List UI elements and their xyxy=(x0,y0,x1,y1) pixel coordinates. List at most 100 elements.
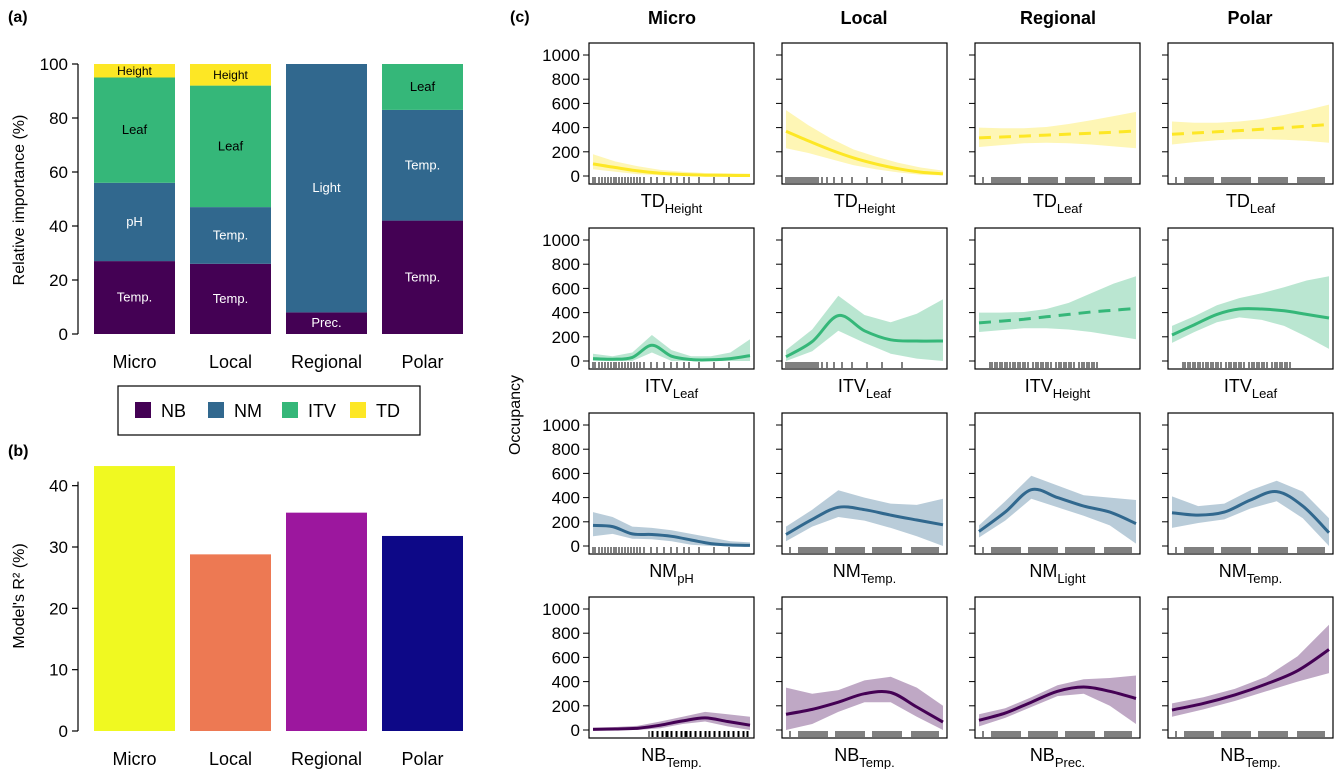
x-label-main: TD xyxy=(834,191,858,211)
confidence-ribbon xyxy=(593,335,750,361)
panel-a-ylabel: Relative importance (%) xyxy=(11,115,28,286)
ytick-label: 600 xyxy=(552,648,580,667)
x-axis-label: NBTemp. xyxy=(834,745,894,769)
x-label-main: NB xyxy=(641,745,666,765)
panel-frame xyxy=(974,412,1141,555)
fitted-curve xyxy=(1171,307,1330,337)
legend-swatch-nm xyxy=(208,402,224,418)
ytick-label: 400 xyxy=(552,489,580,508)
panel-frame xyxy=(974,42,1141,185)
category-label: Polar xyxy=(401,352,443,372)
category-label: Polar xyxy=(401,749,443,769)
legend-label-td: TD xyxy=(376,401,400,421)
x-label-sub: Leaf xyxy=(866,386,892,401)
x-label-main: ITV xyxy=(1224,376,1252,396)
curve-panel-r1c2: ITVHeight xyxy=(969,227,1141,401)
ytick-label: 400 xyxy=(552,673,580,692)
ytick-label: 600 xyxy=(552,94,580,113)
panel-b-ytick-label: 30 xyxy=(49,538,68,557)
confidence-ribbon xyxy=(786,295,943,361)
x-label-sub: pH xyxy=(677,571,694,586)
panel-frame xyxy=(588,412,755,555)
x-label-sub: Temp. xyxy=(666,755,701,769)
confidence-ribbon xyxy=(1172,624,1329,717)
segment-label: Temp. xyxy=(405,157,440,172)
ytick-label: 800 xyxy=(552,255,580,274)
r2-bar-regional xyxy=(286,512,367,731)
x-label-main: NB xyxy=(1220,745,1245,765)
segment-label: Temp. xyxy=(405,269,440,284)
fitted-curve xyxy=(978,487,1137,533)
ytick-label: 1000 xyxy=(542,46,580,65)
ytick-label: 800 xyxy=(552,624,580,643)
x-axis-label: TDHeight xyxy=(641,191,703,216)
r2-bar-polar xyxy=(382,535,463,731)
x-axis-label: NMpH xyxy=(649,561,694,586)
x-label-sub: Leaf xyxy=(673,386,699,401)
fitted-curve xyxy=(1171,490,1331,534)
panel-frame xyxy=(1167,42,1334,185)
panel-frame xyxy=(588,227,755,370)
x-label-sub: Temp. xyxy=(859,755,894,769)
fitted-curve xyxy=(592,523,751,547)
panel-frame xyxy=(588,42,755,185)
bar-segment-local-td xyxy=(190,64,271,86)
legend-swatch-itv xyxy=(282,402,298,418)
curve-panel-r0c0: 0 200 400 600 800 1000 TDHeight xyxy=(542,42,755,216)
category-label: Micro xyxy=(113,749,157,769)
legend-swatch-nb xyxy=(135,402,151,418)
category-label: Regional xyxy=(291,749,362,769)
category-label: Local xyxy=(209,749,252,769)
curve-panel-r0c1: TDHeight xyxy=(776,42,948,216)
curve-panel-r2c1: NMTemp. xyxy=(776,412,948,586)
bar-segment-regional-nb xyxy=(286,312,367,334)
ytick-label: 0 xyxy=(571,167,580,186)
x-axis-label: NBPrec. xyxy=(1030,745,1085,769)
category-label: Local xyxy=(209,352,252,372)
ytick-label: 400 xyxy=(552,119,580,138)
segment-label: Temp. xyxy=(213,227,248,242)
x-label-main: NB xyxy=(834,745,859,765)
panel-a-ytick-label: 0 xyxy=(59,325,68,344)
x-label-main: NB xyxy=(1030,745,1055,765)
segment-label: Prec. xyxy=(311,315,341,330)
panel-frame xyxy=(1167,227,1334,370)
bar-segment-local-nm xyxy=(190,207,271,264)
panel-b-ytick-label: 20 xyxy=(49,599,68,618)
r2-bar-local xyxy=(190,554,271,731)
ytick-label: 200 xyxy=(552,513,580,532)
panel-frame xyxy=(974,596,1141,739)
panel-c-ylabel: Occupancy xyxy=(507,375,524,455)
fitted-curve xyxy=(1171,123,1330,136)
x-axis-label: NBTemp. xyxy=(641,745,701,769)
curve-panel-r2c3: NMTemp. xyxy=(1162,412,1334,586)
ytick-label: 0 xyxy=(571,352,580,371)
segment-label: Leaf xyxy=(218,138,244,153)
curve-panel-r3c2: NBPrec. xyxy=(969,596,1141,769)
panel-a-ytick-label: 60 xyxy=(49,163,68,182)
confidence-ribbon xyxy=(1172,276,1329,349)
x-axis-label: TDLeaf xyxy=(1226,191,1276,216)
legend-box xyxy=(117,385,421,436)
panel-frame xyxy=(781,412,948,555)
ytick-label: 200 xyxy=(552,143,580,162)
confidence-ribbon xyxy=(979,111,1136,149)
x-label-main: ITV xyxy=(1025,376,1053,396)
bar-segment-micro-td xyxy=(94,64,175,78)
panel-frame xyxy=(1167,596,1334,739)
panel-label-c: (c) xyxy=(510,9,530,26)
confidence-ribbon xyxy=(979,475,1136,544)
fitted-curve xyxy=(978,306,1137,325)
col-header-polar: Polar xyxy=(1227,8,1272,28)
x-label-main: ITV xyxy=(645,376,673,396)
panel-b-r2-bars: 0 10 20 30 40 Micro Local Regional Polar xyxy=(49,466,463,769)
x-label-sub: Light xyxy=(1057,571,1086,586)
confidence-ribbon xyxy=(1172,104,1329,145)
segment-label: Light xyxy=(312,180,341,195)
ytick-label: 600 xyxy=(552,279,580,298)
fitted-curve xyxy=(1171,648,1330,712)
x-label-sub: Leaf xyxy=(1250,201,1276,216)
curve-panel-r3c3: NBTemp. xyxy=(1162,596,1334,769)
x-axis-label: TDLeaf xyxy=(1033,191,1083,216)
